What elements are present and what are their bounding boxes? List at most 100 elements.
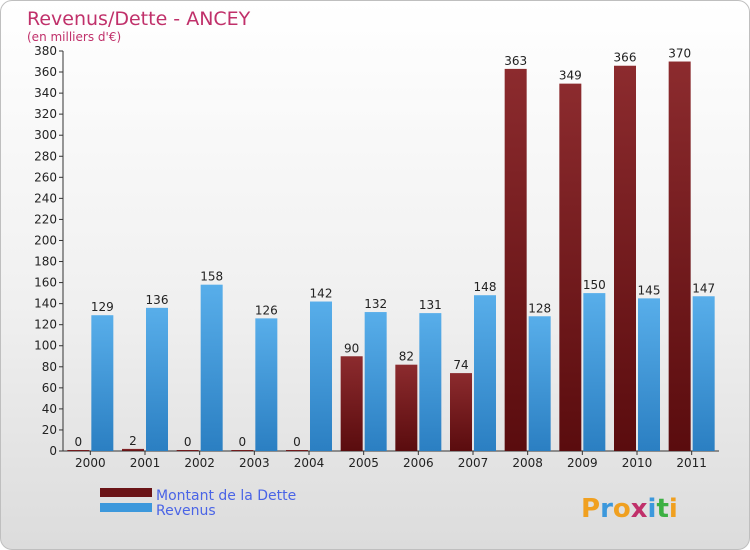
bar-debt-value-label: 74 xyxy=(453,358,468,372)
bar-debt-value-label: 349 xyxy=(559,69,582,83)
legend-label-revenus: Revenus xyxy=(156,503,216,519)
bar-debt xyxy=(67,450,90,451)
y-tick-label: 360 xyxy=(34,65,57,79)
proxiti-logo: Proxiti xyxy=(581,494,678,524)
x-tick-label: 2006 xyxy=(403,456,434,470)
bar-revenus-value-label: 126 xyxy=(255,303,278,317)
bar-revenus-value-label: 128 xyxy=(528,301,551,315)
bar-revenus-value-label: 129 xyxy=(91,300,114,314)
bar-debt-value-label: 370 xyxy=(668,47,691,61)
bar-revenus-value-label: 150 xyxy=(583,278,606,292)
bar-revenus xyxy=(255,318,278,451)
y-tick-label: 180 xyxy=(34,255,57,269)
y-tick-label: 120 xyxy=(34,318,57,332)
y-tick-label: 100 xyxy=(34,339,57,353)
y-tick-label: 0 xyxy=(49,444,57,458)
bar-debt xyxy=(504,68,527,451)
x-tick-label: 2010 xyxy=(622,456,653,470)
bar-revenus xyxy=(583,293,606,451)
x-tick-label: 2004 xyxy=(294,456,325,470)
x-tick-label: 2011 xyxy=(676,456,707,470)
bar-revenus xyxy=(474,295,496,451)
y-tick-label: 380 xyxy=(34,44,57,58)
bar-revenus xyxy=(419,313,442,451)
bar-debt-value-label: 82 xyxy=(399,350,414,364)
bar-debt-value-label: 0 xyxy=(239,435,247,449)
y-tick-label: 320 xyxy=(34,107,57,121)
bar-revenus-value-label: 145 xyxy=(638,283,661,297)
bar-revenus-value-label: 142 xyxy=(310,287,333,301)
legend: Montant de la Dette Revenus xyxy=(100,488,296,519)
bar-debt-value-label: 0 xyxy=(75,435,83,449)
bar-debt-value-label: 363 xyxy=(504,54,527,68)
bar-debt xyxy=(122,448,144,451)
bar-debt xyxy=(286,450,308,451)
x-tick-label: 2007 xyxy=(458,456,489,470)
x-tick-label: 2000 xyxy=(75,456,106,470)
brand-letter: r xyxy=(600,494,613,524)
bar-revenus xyxy=(310,301,332,451)
y-tick-label: 60 xyxy=(42,381,57,395)
bar-revenus xyxy=(91,315,114,451)
bar-debt xyxy=(668,61,691,452)
legend-label-debt: Montant de la Dette xyxy=(156,488,296,504)
x-tick-label: 2005 xyxy=(348,456,379,470)
y-tick-label: 340 xyxy=(34,86,57,100)
y-tick-label: 40 xyxy=(42,402,57,416)
bar-revenus-value-label: 132 xyxy=(364,297,387,311)
bar-debt-value-label: 2 xyxy=(129,434,137,448)
x-tick-label: 2008 xyxy=(512,456,543,470)
y-tick-label: 80 xyxy=(42,360,57,374)
y-tick-label: 200 xyxy=(34,233,57,247)
axes: 0204060801001201401601802002202402602803… xyxy=(34,44,719,470)
bar-revenus-value-label: 147 xyxy=(692,281,715,295)
x-tick-label: 2003 xyxy=(239,456,270,470)
bar-revenus xyxy=(146,307,168,451)
bar-debt xyxy=(559,83,582,451)
bar-debt xyxy=(231,450,254,451)
x-tick-label: 2001 xyxy=(130,456,161,470)
x-tick-label: 2009 xyxy=(567,456,598,470)
bar-debt-value-label: 0 xyxy=(293,435,301,449)
bar-revenus xyxy=(638,298,660,451)
y-tick-label: 260 xyxy=(34,170,57,184)
svg-text:Proxiti: Proxiti xyxy=(581,494,678,524)
bar-debt xyxy=(614,65,636,451)
y-tick-label: 220 xyxy=(34,212,57,226)
bar-revenus-value-label: 148 xyxy=(474,280,497,294)
brand-letter: x xyxy=(631,494,648,524)
brand-letter: t xyxy=(656,494,668,524)
bar-debt-value-label: 90 xyxy=(344,341,359,355)
bar-debt xyxy=(176,450,199,451)
legend-swatch-revenus xyxy=(100,503,152,512)
legend-swatch-debt xyxy=(100,488,152,497)
bar-debt-value-label: 366 xyxy=(614,51,637,65)
y-tick-label: 140 xyxy=(34,297,57,311)
bar-debt xyxy=(340,356,363,451)
brand-letter: i xyxy=(648,494,657,524)
bar-debt xyxy=(395,364,418,451)
brand-letter: P xyxy=(581,494,600,524)
bar-revenus-value-label: 158 xyxy=(200,270,223,284)
y-tick-label: 280 xyxy=(34,149,57,163)
bar-debt xyxy=(450,373,472,451)
brand-letter: o xyxy=(613,494,631,524)
chart-subtitle: (en milliers d'€) xyxy=(27,30,121,44)
bar-revenus-value-label: 131 xyxy=(419,298,442,312)
bar-revenus xyxy=(200,284,223,451)
bar-revenus xyxy=(692,296,715,451)
bar-debt-value-label: 0 xyxy=(184,435,192,449)
bars: 0 2 0 0 0 90 82 74 363 349 366 370 129 136 158 126 142 13… xyxy=(67,47,715,452)
chart-title: Revenus/Dette - ANCEY xyxy=(27,8,251,30)
bar-revenus xyxy=(364,312,387,451)
bar-revenus xyxy=(528,316,551,451)
x-tick-label: 2002 xyxy=(184,456,215,470)
y-tick-label: 240 xyxy=(34,191,57,205)
y-tick-label: 160 xyxy=(34,276,57,290)
bar-revenus-value-label: 136 xyxy=(146,293,169,307)
y-tick-label: 300 xyxy=(34,128,57,142)
y-tick-label: 20 xyxy=(42,423,57,437)
brand-letter: i xyxy=(669,494,678,524)
